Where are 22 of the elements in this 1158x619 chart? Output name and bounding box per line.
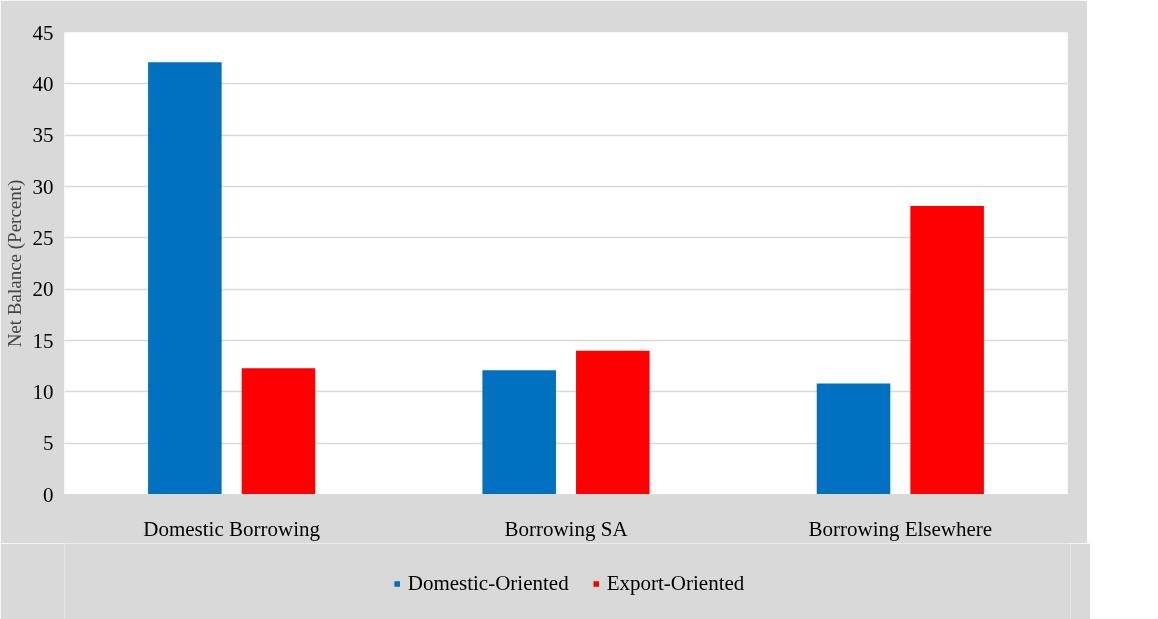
legend-label: Export-Oriented bbox=[606, 570, 745, 596]
bar bbox=[816, 383, 891, 495]
y-tick-label: 10 bbox=[32, 379, 54, 404]
bar bbox=[148, 62, 222, 495]
y-axis-title: Net Balance (Percent) bbox=[3, 179, 26, 348]
bar bbox=[910, 206, 984, 495]
bar bbox=[482, 370, 556, 495]
y-tick-label: 15 bbox=[32, 328, 54, 353]
y-tick-label: 20 bbox=[32, 277, 54, 302]
y-tick-label: 25 bbox=[32, 225, 54, 250]
y-tick-label: 45 bbox=[32, 20, 54, 45]
y-tick-label: 35 bbox=[32, 123, 54, 148]
y-tick-label: 40 bbox=[32, 71, 54, 96]
y-tick-label: 0 bbox=[43, 482, 54, 507]
x-tick-label: Borrowing Elsewhere bbox=[808, 516, 993, 541]
x-tick-label: Borrowing SA bbox=[504, 516, 629, 541]
bar bbox=[241, 368, 316, 495]
y-tick-label: 5 bbox=[43, 431, 54, 456]
bar bbox=[576, 350, 650, 495]
y-tick-label: 30 bbox=[32, 174, 54, 199]
x-tick-label: Domestic Borrowing bbox=[143, 516, 321, 541]
legend-label: Domestic-Oriented bbox=[407, 570, 569, 596]
